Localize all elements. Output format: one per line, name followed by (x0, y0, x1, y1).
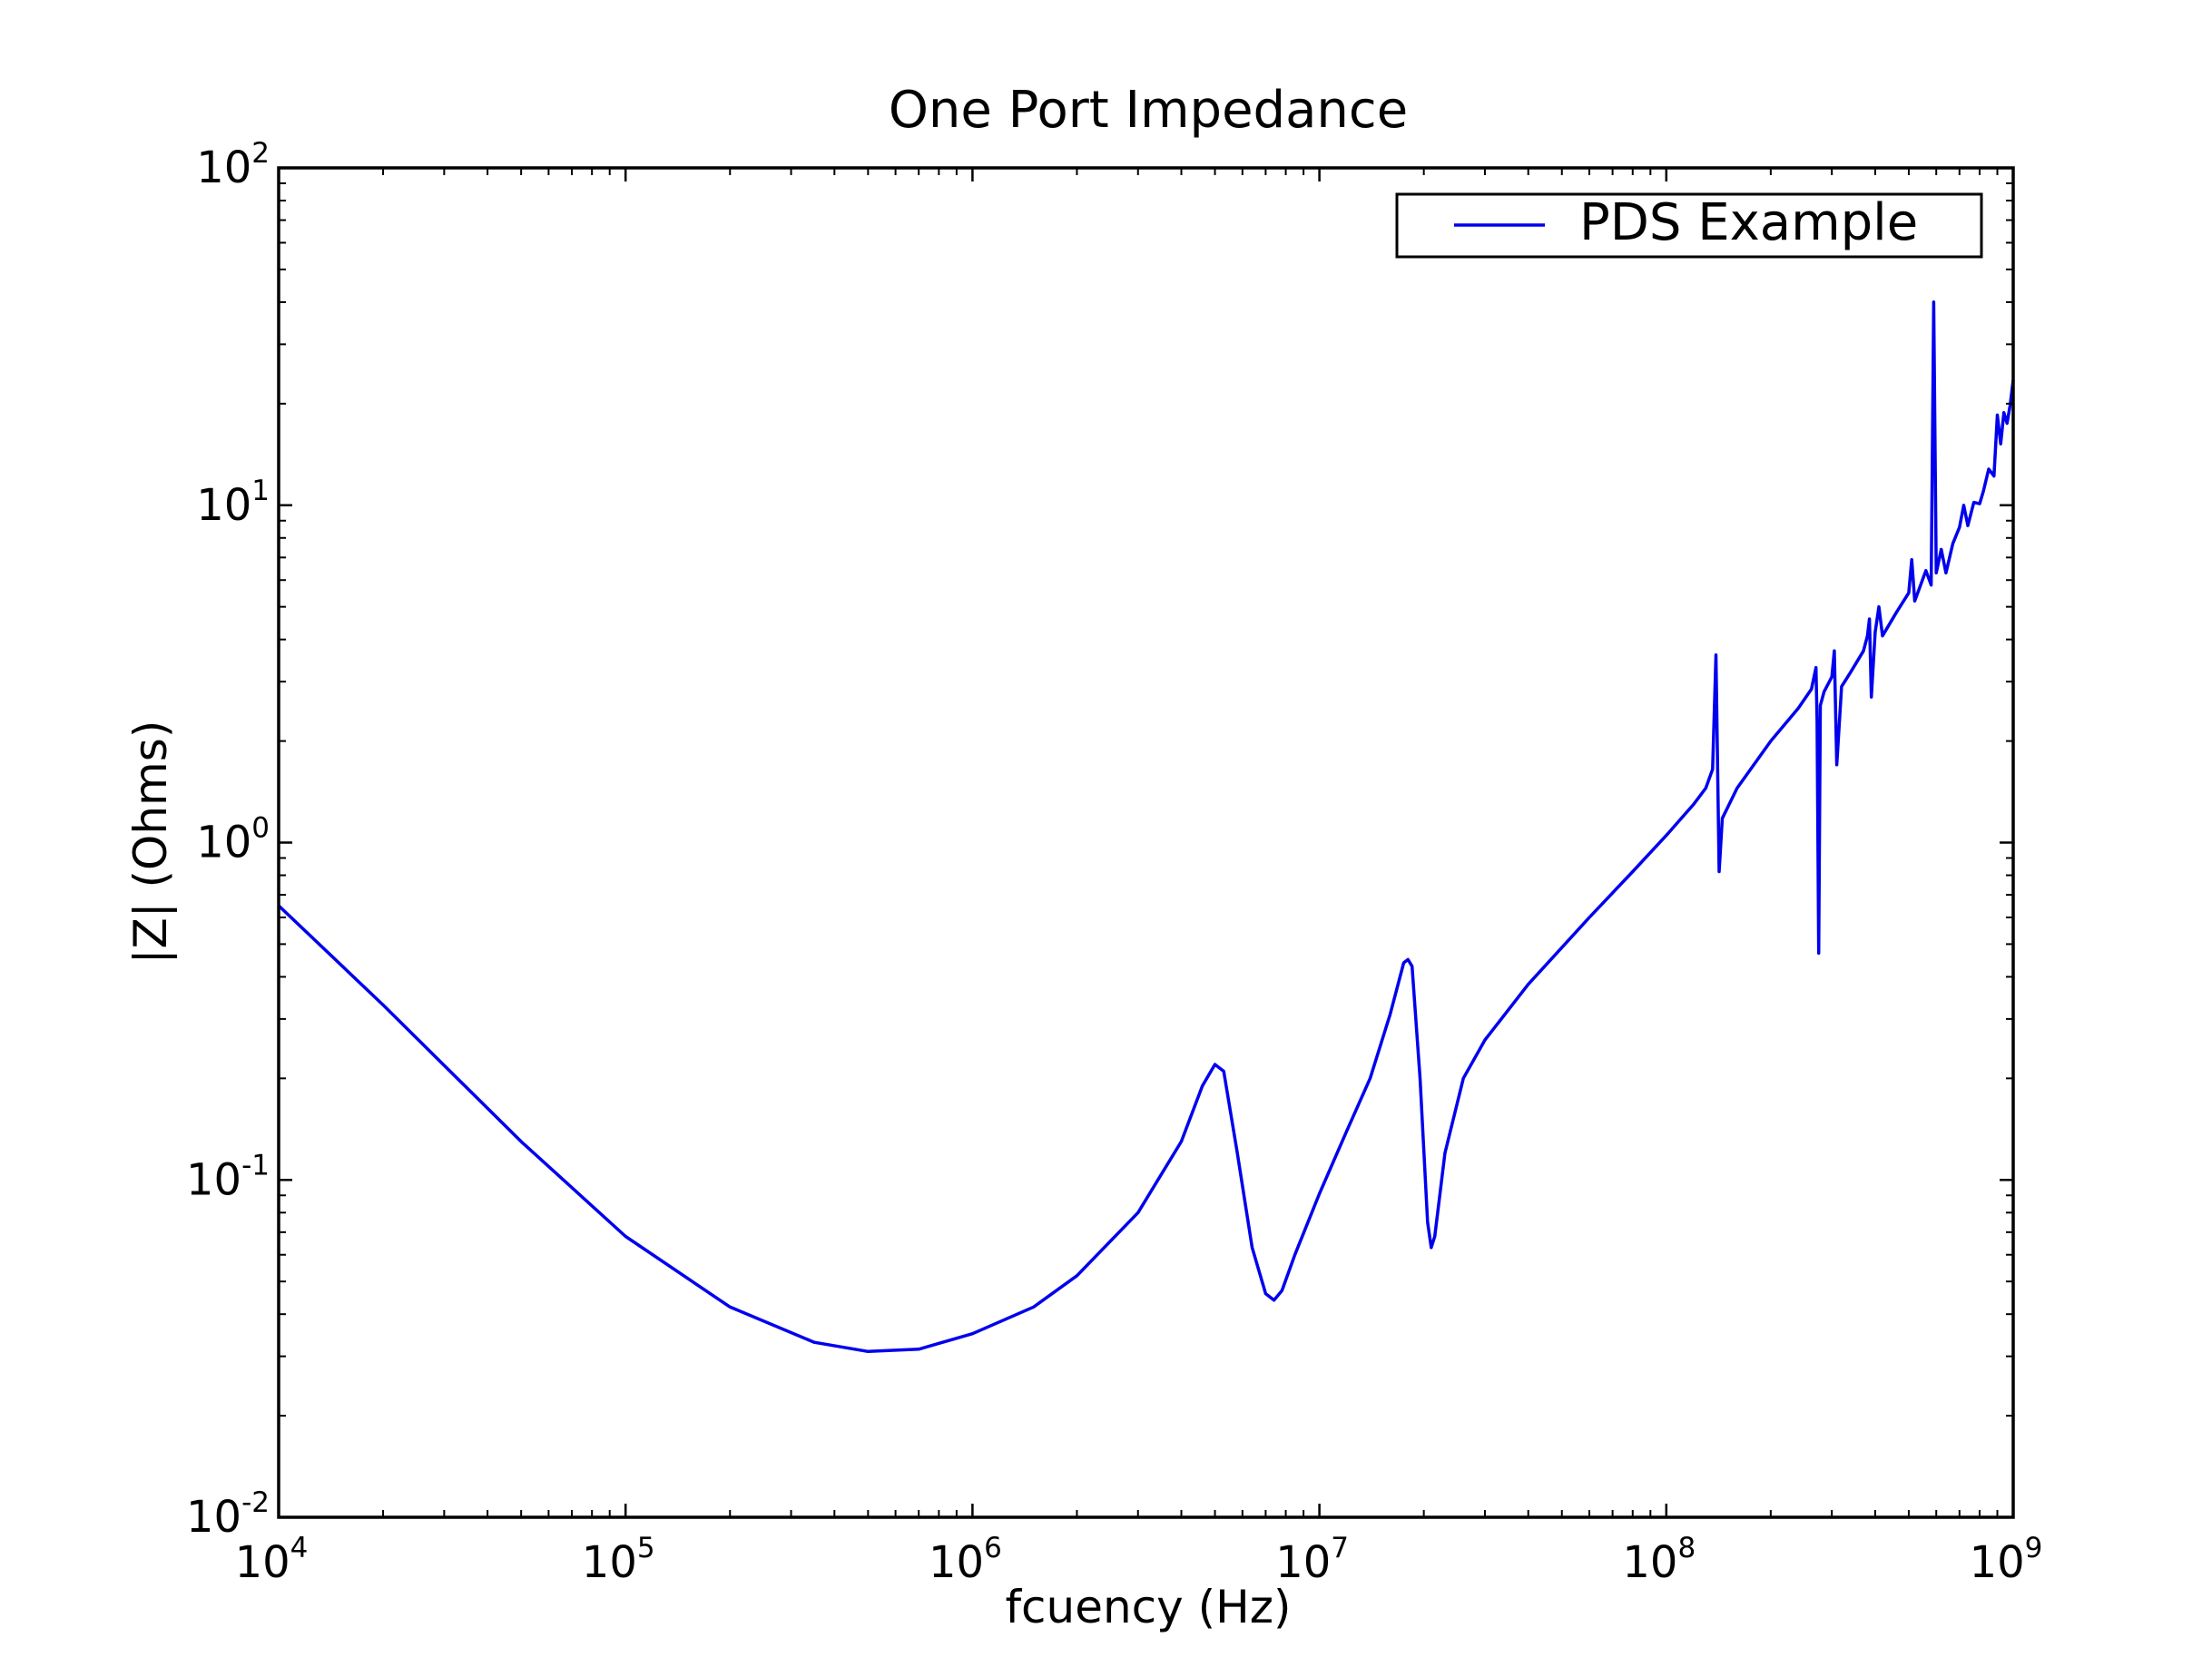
x-tick-label: 105 (582, 1532, 655, 1588)
plot-area (277, 300, 2015, 1354)
axis-ticks: 104 105 106 107 108 109 10-2 10-1 100 101 102 (186, 137, 2042, 1588)
legend: PDS Example (1395, 192, 1983, 259)
y-tick-label: 10-1 (186, 1149, 270, 1205)
x-axis-label: fcuency (Hz) (1005, 1581, 1291, 1633)
legend-label-pds-example: PDS Example (1579, 193, 1918, 252)
x-tick-label: 107 (1275, 1532, 1349, 1588)
chart-title: One Port Impedance (889, 81, 1408, 140)
x-tick-label: 104 (235, 1532, 309, 1588)
x-tick-label: 109 (1970, 1532, 2043, 1588)
y-tick-label: 100 (196, 812, 270, 868)
y-tick-label: 10-2 (186, 1486, 270, 1543)
y-tick-label: 102 (196, 137, 270, 193)
series-line-pds-example (277, 300, 2015, 1354)
x-tick-label: 108 (1622, 1532, 1696, 1588)
y-tick-label: 101 (196, 475, 270, 531)
x-tick-label: 106 (929, 1532, 1002, 1588)
y-axis-label: |Z| (Ohms) (124, 721, 177, 965)
